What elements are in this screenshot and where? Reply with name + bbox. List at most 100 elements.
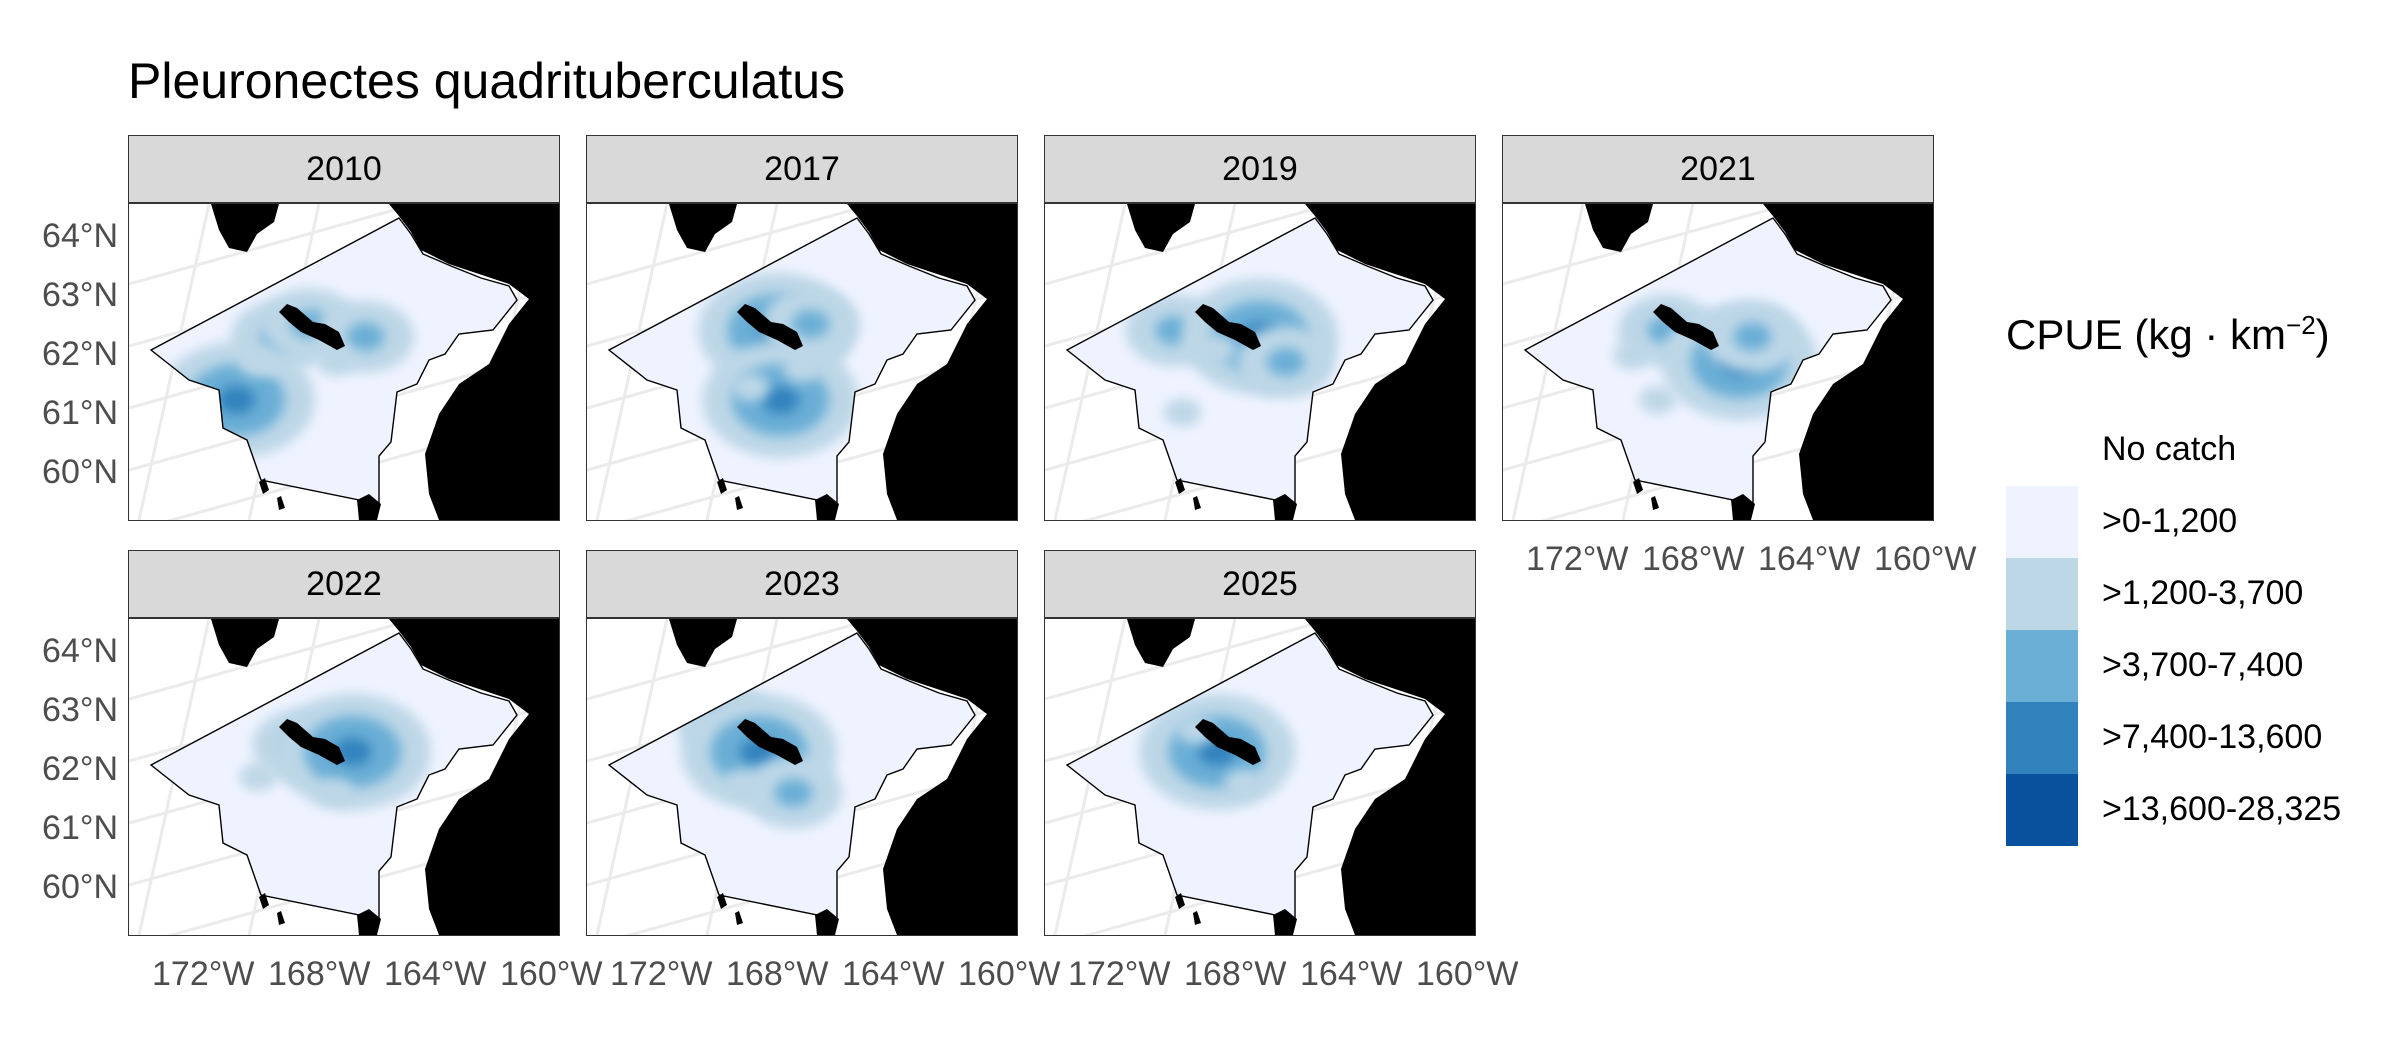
cpue-hotspot (1613, 341, 1651, 370)
legend-swatch (2006, 774, 2078, 846)
land-mass (1305, 619, 1475, 935)
x-tick-label: 168°W (268, 955, 371, 993)
survey-outline (1065, 632, 1434, 920)
x-tick-label: 172°W (610, 955, 713, 993)
cpue-hotspot (791, 310, 830, 339)
map-svg (587, 619, 1017, 935)
graticule-parallel (1045, 204, 1338, 286)
map-svg (129, 619, 559, 935)
land-mass (277, 911, 285, 925)
map-panel (586, 203, 1018, 521)
land-mass (211, 204, 279, 252)
land-mass (259, 478, 269, 494)
map-svg (1503, 204, 1933, 520)
survey-outline (1523, 217, 1892, 505)
island-land (279, 304, 345, 350)
land-mass (1273, 909, 1297, 935)
cpue-hotspot (731, 373, 770, 402)
land-mass (1305, 204, 1475, 520)
legend-swatch (2006, 702, 2078, 774)
cpue-hotspot (316, 778, 355, 807)
land-mass (1763, 204, 1933, 520)
facet-2021: 2021 (1502, 135, 1934, 521)
map-svg (1045, 619, 1475, 935)
cpue-hotspot (316, 348, 355, 376)
cpue-hotspot (1223, 769, 1262, 798)
graticule-parallel (129, 204, 422, 286)
facet-2023: 2023 (586, 550, 1018, 936)
chart-title: Pleuronectes quadrituberculatus (128, 53, 846, 109)
land-mass (1127, 619, 1195, 667)
legend-label: >3,700-7,400 (2102, 646, 2304, 684)
facet-2010: 2010 (128, 135, 560, 521)
y-tick-label: 60°N (42, 868, 118, 906)
x-tick-label: 160°W (1416, 955, 1519, 993)
land-mass (1175, 893, 1185, 909)
map-panel (586, 618, 1018, 936)
y-tick-label: 63°N (42, 276, 118, 314)
island-land (737, 719, 803, 765)
y-tick-label: 64°N (42, 217, 118, 255)
legend-label: No catch (2102, 430, 2237, 468)
map-panel (128, 618, 560, 936)
land-mass (717, 478, 727, 494)
survey-outline (149, 632, 518, 920)
island-land (1195, 719, 1261, 765)
legend-swatch (2006, 630, 2078, 702)
x-tick-label: 168°W (1642, 540, 1745, 578)
map-svg (129, 204, 559, 520)
island-land (1653, 304, 1719, 350)
island-land (1195, 304, 1261, 350)
facet-2022: 2022 (128, 550, 560, 936)
y-tick-label: 62°N (42, 335, 118, 373)
y-tick-label: 62°N (42, 750, 118, 788)
land-mass (1585, 204, 1653, 252)
x-tick-label: 168°W (1184, 955, 1287, 993)
legend-label: >13,600-28,325 (2102, 790, 2342, 828)
map-panel (1044, 618, 1476, 936)
graticule-parallel (129, 619, 422, 701)
x-tick-label: 164°W (1758, 540, 1861, 578)
map-panel (128, 203, 560, 521)
cpue-hotspot (1638, 385, 1677, 414)
legend-swatch (2006, 558, 2078, 630)
map-svg (1045, 204, 1475, 520)
survey-outline (1065, 217, 1434, 505)
legend-title: CPUE (kg · km−2) (2006, 310, 2330, 359)
land-mass (1193, 911, 1201, 925)
land-mass (1127, 204, 1195, 252)
survey-outline (607, 632, 976, 920)
land-mass (847, 619, 1017, 935)
cpue-hotspot (1266, 348, 1305, 376)
cpue-hotspot (1163, 398, 1202, 427)
land-mass (211, 619, 279, 667)
legend-label: >7,400-13,600 (2102, 718, 2323, 756)
land-mass (717, 893, 727, 909)
x-tick-label: 172°W (1068, 955, 1171, 993)
graticule-parallel (1045, 619, 1338, 701)
land-mass (1273, 494, 1297, 520)
cpue-hotspot (1733, 322, 1772, 351)
x-tick-label: 164°W (384, 955, 487, 993)
survey-outline (149, 217, 518, 505)
x-tick-label: 160°W (500, 955, 603, 993)
land-mass (669, 204, 737, 252)
cpue-hotspot (783, 354, 821, 383)
land-mass (1193, 496, 1201, 510)
land-mass (1175, 478, 1185, 494)
land-mass (389, 204, 559, 520)
survey-outline (607, 217, 976, 505)
land-mass (277, 496, 285, 510)
y-tick-label: 63°N (42, 691, 118, 729)
cpue-hotspot (217, 385, 256, 414)
legend-swatch (2006, 486, 2078, 558)
x-tick-label: 160°W (958, 955, 1061, 993)
cpue-hotspot (239, 348, 277, 376)
x-tick-label: 164°W (842, 955, 945, 993)
facet-strip-label: 2010 (128, 135, 560, 203)
island-land (737, 304, 803, 350)
facet-2017: 2017 (586, 135, 1018, 521)
land-mass (815, 909, 839, 935)
cpue-hotspot (239, 763, 277, 791)
x-tick-label: 172°W (152, 955, 255, 993)
